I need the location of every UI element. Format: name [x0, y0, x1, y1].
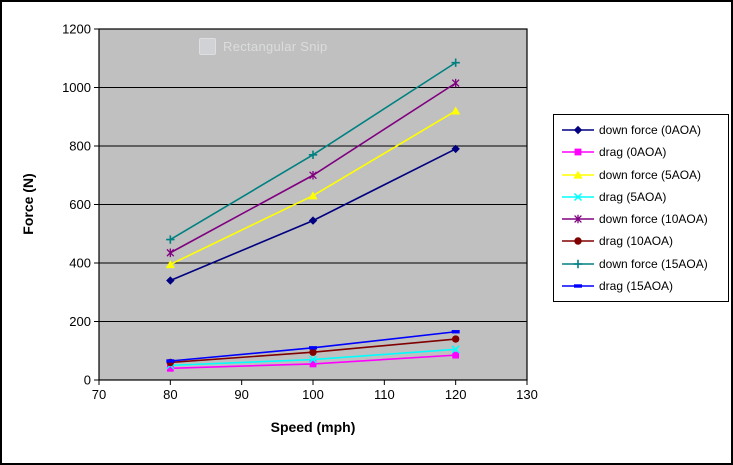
series-drag-0aoa-	[166, 351, 460, 372]
marker-asterisk	[166, 248, 175, 258]
marker-diamond	[451, 144, 460, 154]
x-axis-title: Speed (mph)	[270, 419, 356, 435]
legend-item: down force (5AOA)	[561, 168, 724, 182]
marker-dash	[309, 346, 317, 350]
legend-label: drag (0AOA)	[599, 145, 667, 160]
legend-label: drag (5AOA)	[599, 189, 667, 204]
marker-asterisk	[574, 214, 582, 224]
x-tick-label: 70	[92, 387, 106, 402]
marker-triangle	[573, 170, 583, 179]
marker-circle	[574, 237, 582, 246]
series-drag-10aoa-	[166, 335, 460, 367]
legend-item: down force (0AOA)	[561, 123, 724, 137]
y-tick-label: 400	[69, 256, 91, 271]
legend-marker-diamond	[562, 125, 594, 135]
marker-circle	[309, 348, 317, 356]
marker-dash	[574, 284, 582, 288]
marker-square	[166, 364, 174, 372]
marker-diamond	[308, 216, 318, 225]
x-tick-label: 130	[516, 387, 538, 402]
legend-item: drag (5AOA)	[561, 190, 724, 204]
legend-marker-plus	[562, 259, 594, 268]
legend: down force (0AOA) drag (0AOA) down force (…	[553, 114, 729, 302]
x-tick-label: 120	[445, 387, 467, 402]
marker-plus	[166, 235, 175, 244]
legend-marker-circle	[562, 237, 594, 246]
marker-triangle	[451, 106, 461, 115]
marker-circle	[451, 335, 460, 343]
marker-x	[573, 192, 583, 201]
legend-label: down force (15AOA)	[599, 256, 708, 271]
legend-label: drag (15AOA)	[599, 278, 674, 293]
y-tick-label: 800	[69, 139, 91, 154]
marker-triangle	[165, 260, 175, 269]
legend-item: down force (10AOA)	[561, 212, 724, 226]
marker-dash	[166, 359, 175, 363]
series-down-force-10aoa-	[166, 78, 460, 258]
marker-triangle	[308, 191, 318, 200]
marker-diamond	[573, 125, 583, 135]
legend-marker-x	[562, 192, 594, 201]
marker-square	[574, 148, 582, 156]
legend-marker-square	[562, 148, 594, 156]
marker-plus	[451, 58, 460, 67]
y-tick-label: 600	[69, 197, 91, 212]
legend-label: drag (10AOA)	[599, 234, 674, 249]
legend-item: drag (10AOA)	[561, 234, 724, 248]
y-tick-label: 200	[69, 314, 91, 329]
series-down-force-5aoa-	[165, 106, 461, 269]
legend-label: down force (10AOA)	[599, 212, 708, 227]
marker-square	[452, 351, 460, 359]
legend-marker-triangle	[562, 170, 594, 179]
y-tick-label: 1200	[62, 22, 91, 37]
series-down-force-0aoa-	[166, 144, 460, 285]
marker-x	[308, 355, 318, 364]
marker-asterisk	[451, 78, 460, 88]
y-tick-label: 1000	[62, 80, 91, 95]
marker-square	[309, 360, 317, 368]
marker-asterisk	[309, 170, 317, 180]
marker-diamond	[166, 276, 175, 285]
y-tick-label: 0	[84, 373, 91, 388]
x-tick-label: 80	[163, 387, 177, 402]
legend-marker-asterisk	[562, 214, 594, 224]
legend-label: down force (5AOA)	[599, 167, 702, 182]
marker-plus	[308, 150, 318, 159]
x-tick-label: 100	[302, 387, 324, 402]
legend-marker-dash	[562, 284, 594, 288]
y-axis-title: Force (N)	[20, 173, 36, 235]
series-drag-15aoa-	[166, 330, 460, 363]
legend-item: drag (0AOA)	[561, 145, 724, 159]
legend-label: down force (0AOA)	[599, 123, 702, 137]
marker-x	[451, 345, 460, 354]
x-tick-label: 90	[234, 387, 248, 402]
x-tick-label: 110	[374, 387, 395, 402]
marker-plus	[573, 259, 583, 268]
legend-item: down force (15AOA)	[561, 257, 724, 271]
series-down-force-15aoa-	[166, 58, 460, 244]
marker-dash	[451, 330, 460, 334]
legend-item: drag (15AOA)	[561, 279, 724, 293]
